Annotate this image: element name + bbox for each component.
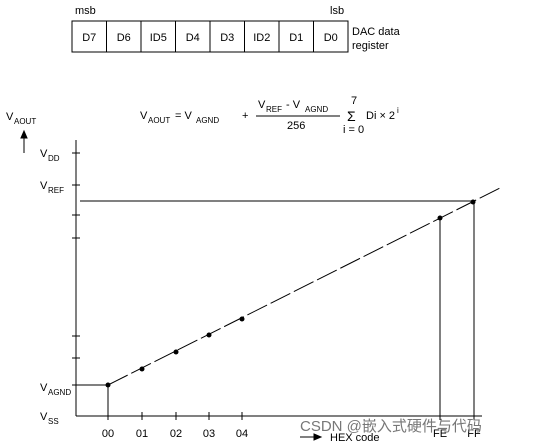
register-cell — [313, 20, 349, 53]
points — [105, 199, 476, 388]
x-label: 00 — [102, 428, 114, 440]
y-label: V — [40, 148, 48, 160]
bit-label: D0 — [324, 32, 338, 44]
x-label: 01 — [136, 428, 148, 440]
y-label: V — [40, 411, 48, 423]
y-title: V — [6, 111, 14, 123]
equation: V AOUT = V AGND + V REF - V AGND 256 7 Σ… — [140, 95, 399, 136]
watermark: CSDN @嵌入式硬件与代码 — [300, 418, 482, 435]
register: D7 D6 ID5 D4 D3 ID2 D1 D0 — [71, 20, 349, 53]
register-label: register — [352, 40, 389, 52]
eq-sub: AGND — [305, 105, 328, 114]
bit-label: ID5 — [150, 32, 167, 44]
y-label-sub: REF — [48, 186, 64, 195]
bit-label: D3 — [220, 32, 234, 44]
msb-label: msb — [75, 5, 96, 17]
bit-label: ID2 — [253, 32, 270, 44]
eq-sub: REF — [266, 105, 282, 114]
eq-sup: i — [397, 106, 399, 115]
eq-text: 256 — [287, 120, 305, 132]
y-label-sub: SS — [48, 417, 59, 426]
eq-text: Di × 2 — [366, 110, 395, 122]
x-label: FF — [467, 428, 481, 440]
x-title: HEX code — [330, 432, 380, 444]
eq-text: = V — [175, 110, 192, 122]
y-arrow-head — [20, 129, 28, 139]
y-title-sub: AOUT — [14, 117, 36, 126]
x-arrow-head — [313, 433, 323, 441]
eq-text: + — [242, 110, 248, 122]
x-label: 04 — [236, 428, 248, 440]
eq-text: V — [258, 99, 266, 111]
y-label: V — [40, 382, 48, 394]
eq-text: 7 — [351, 95, 357, 107]
bit-label: D6 — [117, 32, 131, 44]
eq-text: V — [140, 110, 148, 122]
y-label-sub: DD — [48, 154, 60, 163]
eq-sub: AOUT — [148, 116, 170, 125]
bit-label: D4 — [186, 32, 200, 44]
transfer-line — [107, 187, 501, 386]
x-label: 03 — [203, 428, 215, 440]
x-label: FE — [433, 428, 447, 440]
eq-text: Σ — [347, 108, 356, 124]
bit-label: D7 — [82, 32, 96, 44]
register-label: DAC data — [352, 26, 401, 38]
y-label-sub: AGND — [48, 388, 71, 397]
eq-text: - V — [286, 99, 301, 111]
eq-sub: AGND — [196, 116, 219, 125]
bit-label: D1 — [289, 32, 303, 44]
y-label: V — [40, 180, 48, 192]
lsb-label: lsb — [330, 5, 344, 17]
x-label: 02 — [170, 428, 182, 440]
eq-text: i = 0 — [343, 124, 364, 136]
